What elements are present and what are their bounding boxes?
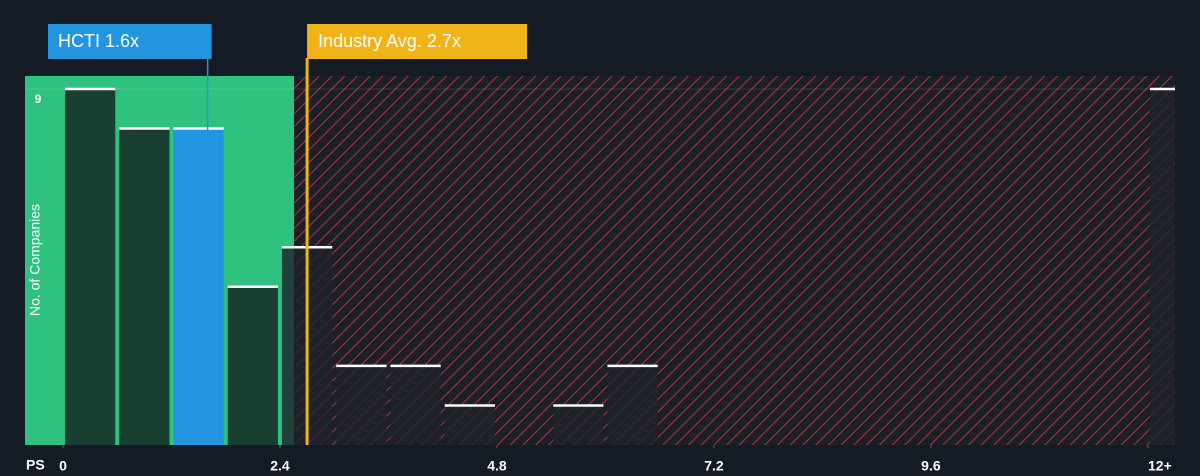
reference-label: Industry Avg. 2.7x (318, 31, 461, 51)
reference-box (307, 24, 528, 59)
x-tick-label: 4.8 (487, 458, 507, 474)
bar (1149, 89, 1175, 445)
bar (607, 365, 658, 445)
x-tick-label: 2.4 (270, 458, 290, 474)
highlight-box (48, 24, 212, 59)
x-tick-label: 7.2 (704, 458, 724, 474)
bar (119, 128, 170, 446)
reference-line (305, 58, 309, 445)
x-tick-label: 0 (59, 458, 67, 474)
annotations: 9 0 2.4 4.8 7.2 9.6 12+ Industry Avg. 2.7x HCTI … (35, 24, 1172, 474)
bar (227, 286, 278, 445)
overvalued-region (294, 76, 1176, 445)
highlight-label: HCTI 1.6x (58, 31, 139, 51)
x-tick-label: 9.6 (921, 458, 941, 474)
bar (65, 89, 116, 445)
x-axis-label: PS (26, 457, 45, 473)
bar (553, 405, 604, 445)
y-axis-label: No. of Companies (27, 204, 43, 316)
bar (444, 405, 495, 445)
bar (173, 128, 224, 446)
y-tick-label: 9 (35, 92, 42, 106)
bar (390, 365, 441, 445)
bar (336, 365, 387, 445)
x-tick-label: 12+ (1148, 458, 1172, 474)
